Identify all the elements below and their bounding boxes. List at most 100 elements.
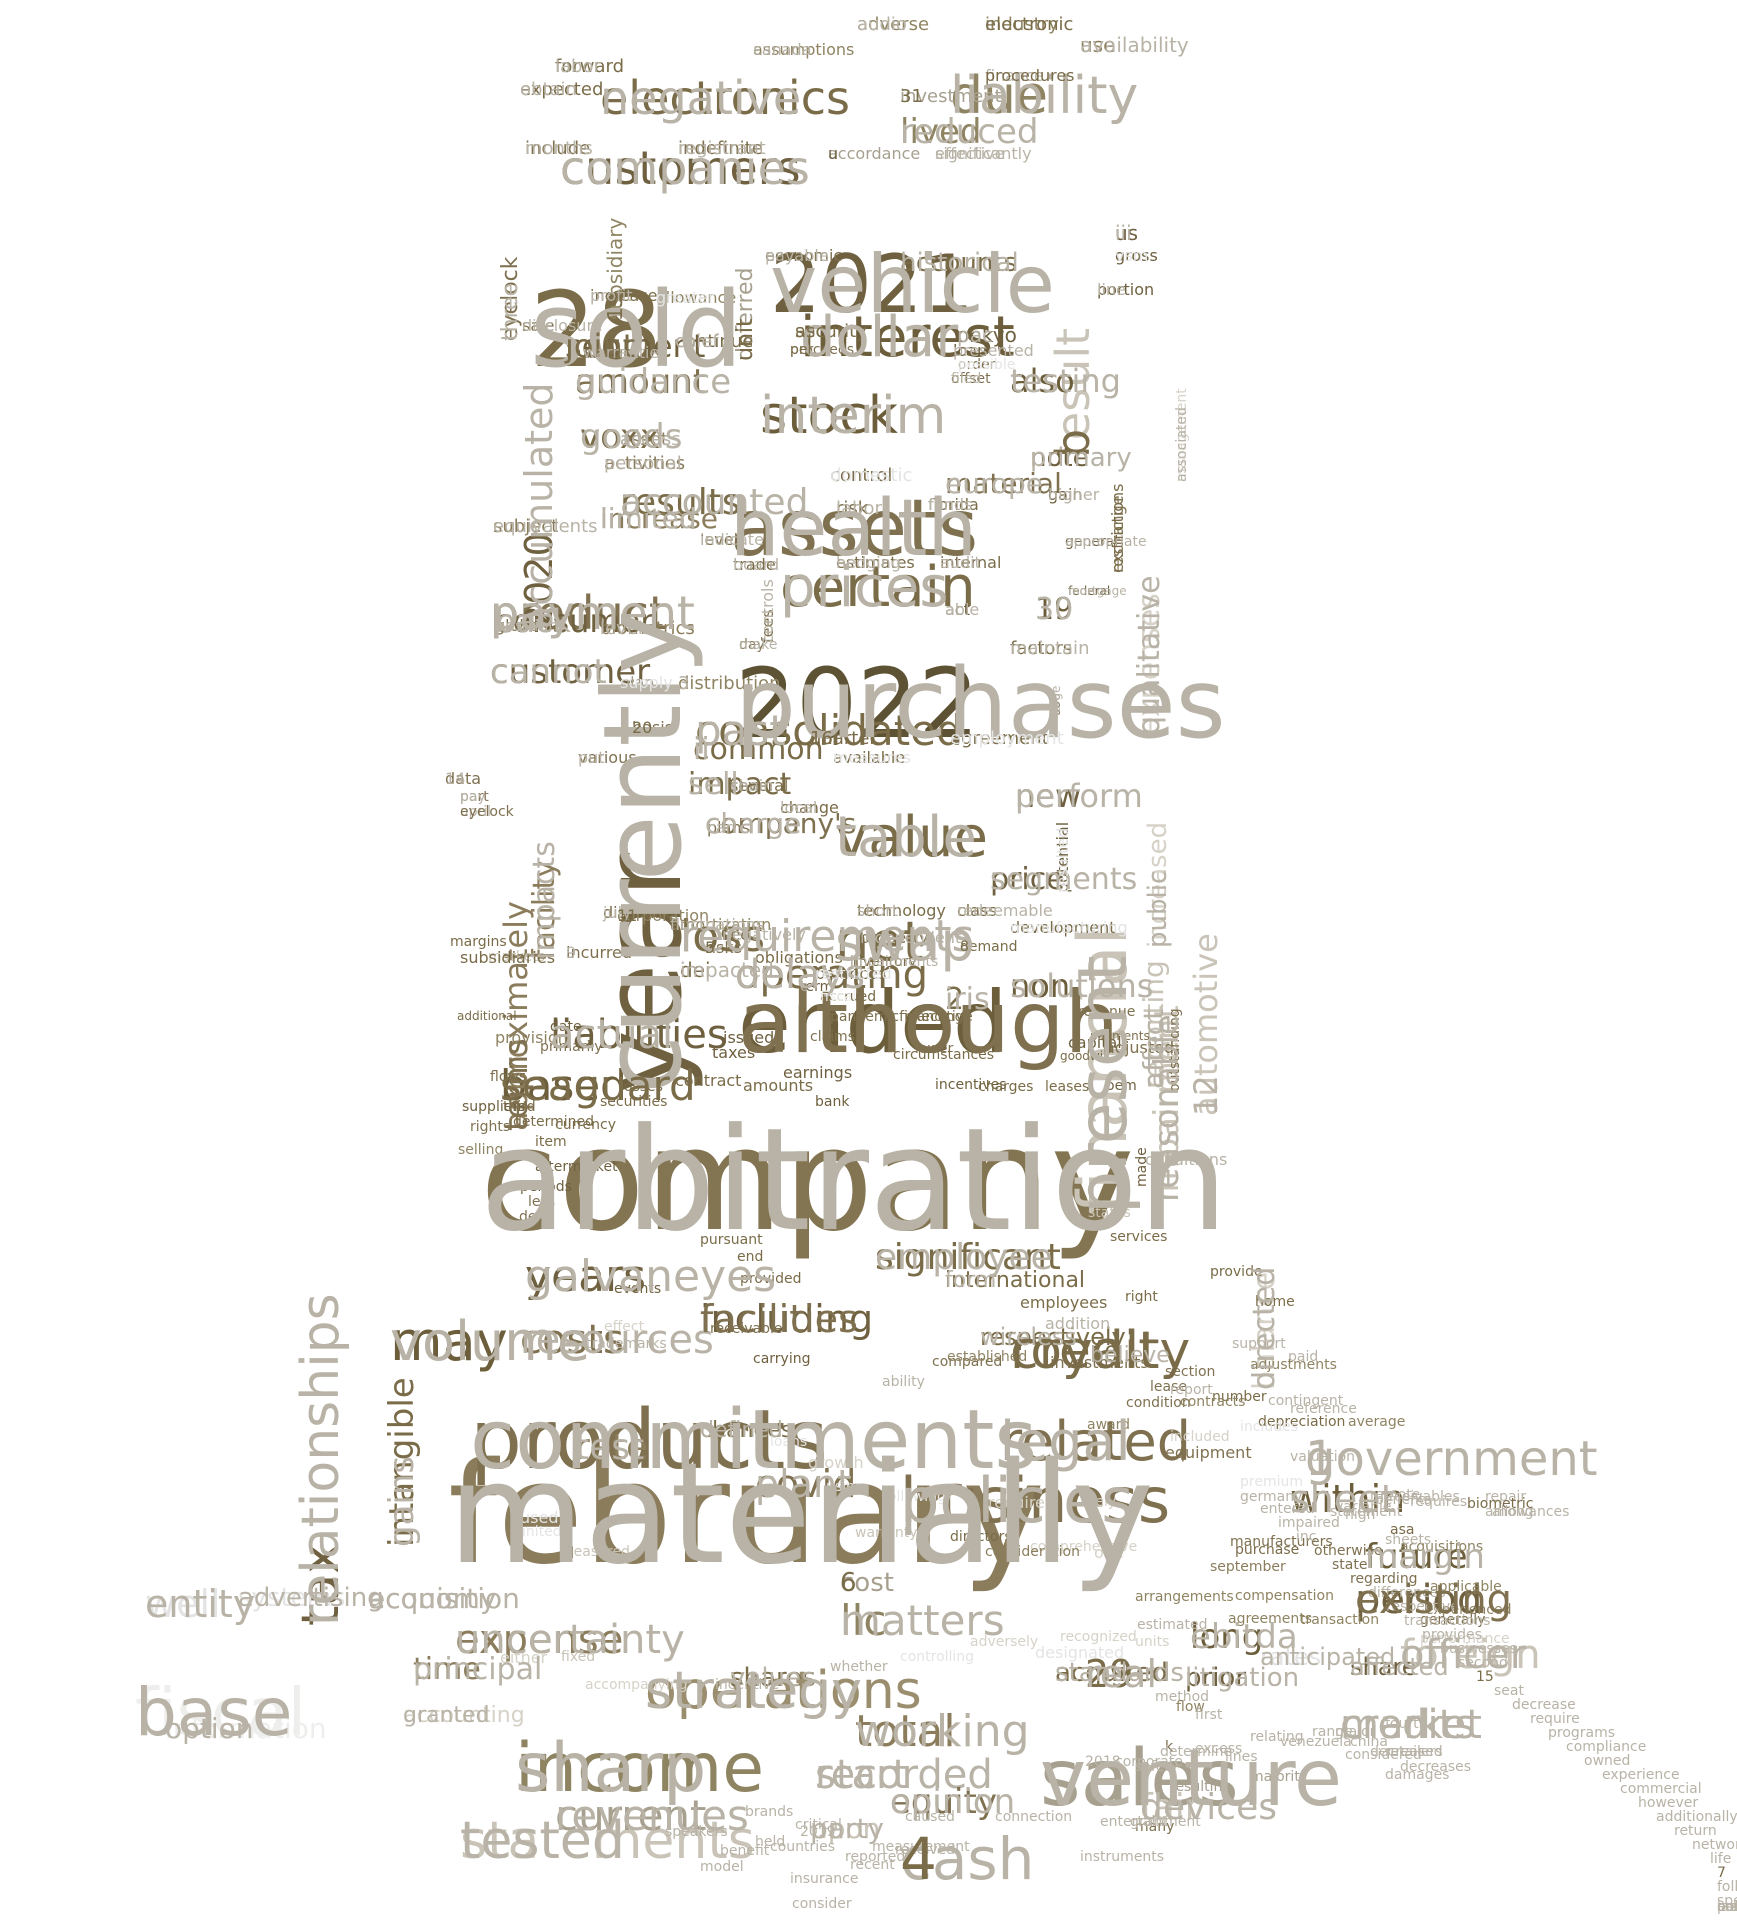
word: onkyo [957, 323, 1017, 347]
word: credits [1340, 1702, 1476, 1748]
word: political [1717, 1899, 1737, 1915]
word: solutions [1010, 967, 1154, 1005]
word: years [525, 1251, 647, 1302]
word: income [515, 1729, 765, 1808]
word: margins [450, 934, 507, 950]
word: independent [860, 928, 962, 947]
word: sell [688, 767, 739, 802]
word: risks [705, 938, 742, 957]
word: support [1232, 1336, 1286, 1352]
word: subject [493, 516, 559, 537]
word: transactions [1404, 1613, 1491, 1629]
word: 3 [678, 673, 690, 694]
word: segments [990, 862, 1138, 897]
word: following [883, 1489, 946, 1505]
word: issued [723, 1028, 775, 1047]
word: china [1350, 1734, 1388, 1750]
word: foreign [1400, 1632, 1541, 1678]
word: requires [1410, 1494, 1468, 1510]
word: 2022 [735, 648, 980, 760]
word: contracts [1180, 1394, 1246, 1410]
word: data [445, 769, 482, 788]
word: quarter [810, 728, 877, 749]
word: warranty [855, 1525, 918, 1541]
word: also [1010, 362, 1075, 400]
word: defined [700, 1418, 783, 1443]
word: designated [1035, 1643, 1125, 1662]
word: acquisitions [1400, 1539, 1484, 1555]
word: working [855, 1706, 1030, 1757]
word: business [900, 1464, 1171, 1537]
word: debt [519, 1209, 551, 1225]
word: component [1717, 1899, 1737, 1915]
word: llc [840, 1596, 887, 1645]
word: access [620, 429, 681, 450]
word: 16 [810, 728, 833, 749]
word: caused [905, 1809, 955, 1825]
word: held [755, 1834, 786, 1850]
word: fiscal [135, 1674, 307, 1751]
word: significant [875, 1237, 1061, 1278]
word: lower [915, 1041, 954, 1057]
word: distribution [678, 673, 781, 694]
word: federal [1068, 584, 1111, 598]
word: comprehensive [1030, 1539, 1138, 1555]
word: 15 [1476, 1669, 1494, 1685]
word: development [1010, 918, 1116, 937]
word: decreased [1370, 1744, 1443, 1760]
word: 5 [705, 938, 716, 957]
word: third [503, 1099, 536, 1115]
word: recognized [1060, 1629, 1137, 1645]
word: labor [836, 498, 882, 519]
word: appropriate [1065, 534, 1147, 550]
word: agreement [950, 728, 1049, 749]
word: impacted [680, 958, 774, 982]
word: amortization [670, 915, 772, 934]
word: within [1290, 1477, 1406, 1521]
word: companies [560, 141, 810, 195]
word: april [460, 804, 492, 820]
word: note [1030, 443, 1089, 473]
word: upon [810, 1812, 881, 1845]
word: swap [835, 910, 975, 973]
word: litigation [1185, 1663, 1300, 1693]
word: internal [940, 553, 1002, 572]
word: experience [1602, 1767, 1680, 1783]
word: interest [800, 305, 1015, 370]
word: u [828, 144, 839, 163]
word: taxes [712, 1043, 756, 1062]
word: directors [950, 1529, 1012, 1545]
word: price [990, 862, 1065, 897]
word: commitments [470, 1393, 1038, 1488]
word: due [950, 66, 1048, 126]
word: devices [1140, 1787, 1278, 1828]
word: demand [960, 939, 1018, 955]
word: grant [1130, 1814, 1168, 1830]
word: perform [1015, 777, 1143, 815]
word: programs [1548, 1725, 1616, 1741]
word: liability [950, 66, 1139, 126]
word: filed [951, 371, 982, 387]
word: impact [688, 767, 792, 802]
word: operations [645, 1661, 922, 1721]
word: accumulated [517, 382, 561, 630]
word: limited [600, 502, 697, 535]
word: 29 [1085, 1652, 1134, 1696]
word: corporate [1115, 1754, 1183, 1770]
word: line [1097, 280, 1126, 299]
word: cash [900, 1825, 1035, 1893]
word: incurred [566, 943, 633, 962]
word: pandemicfinancing [830, 1009, 964, 1025]
word: estimates [836, 553, 915, 572]
word: receivables [1380, 1489, 1460, 1505]
word: september [1210, 1559, 1286, 1575]
word: decrease [1512, 1697, 1576, 1713]
word: 2019 [800, 1824, 836, 1840]
word: safety [1135, 1759, 1179, 1775]
word: funds [928, 495, 973, 514]
word: pursuant [700, 1232, 763, 1248]
word: future [1365, 1537, 1468, 1577]
word: july [603, 903, 632, 922]
word: right [1125, 1289, 1158, 1305]
